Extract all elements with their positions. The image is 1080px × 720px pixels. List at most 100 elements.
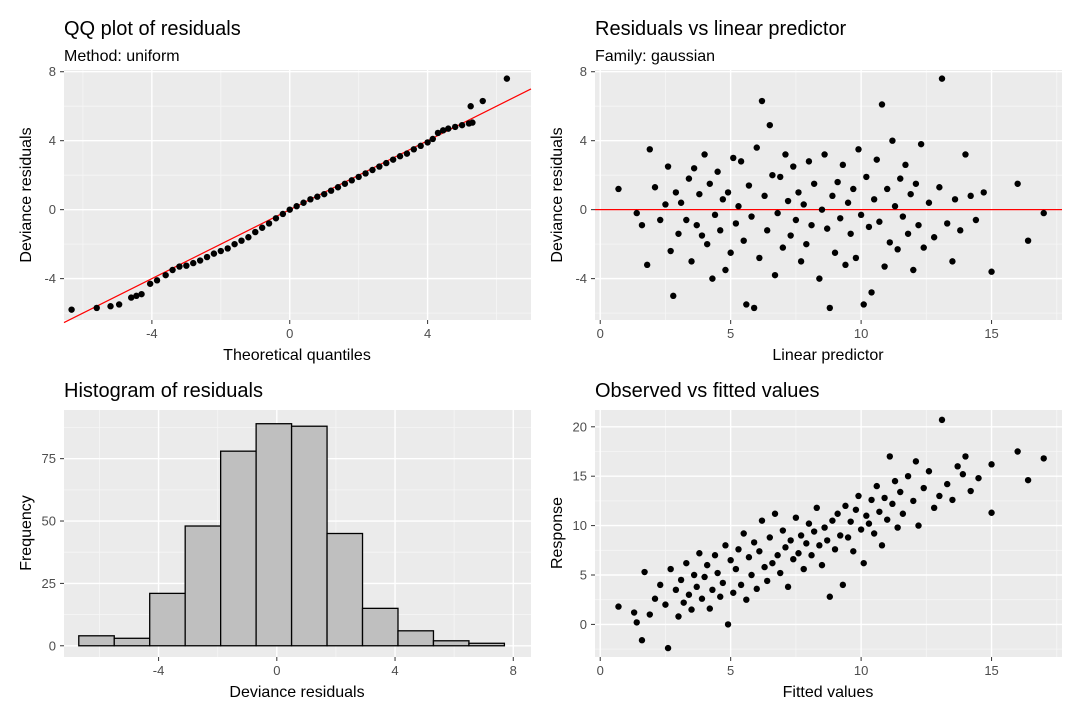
data-point [944,220,951,227]
data-point [183,262,190,269]
data-point [797,258,805,265]
data-point [743,301,750,308]
data-point [852,506,860,513]
data-point [834,178,841,186]
data-point [662,201,669,208]
data-point [936,184,943,191]
data-point [162,271,169,279]
data-point [912,180,920,187]
data-point [735,203,742,210]
data-point [792,216,800,224]
data-point [664,644,672,652]
data-point [868,289,875,296]
data-point [615,185,622,193]
data-point [753,585,760,593]
qq-plot-x-ticks: -4 0 4 [146,320,431,341]
residuals-vs-lp-y-ticks: -4 0 4 8 [575,64,595,286]
y-tick-label: 8 [49,64,56,79]
data-point [698,595,706,602]
data-point [884,185,891,193]
data-point [68,306,75,313]
data-point [709,586,716,594]
data-point [1024,237,1032,244]
data-point [203,253,211,261]
data-point [938,416,946,424]
data-point [657,216,664,224]
data-point [643,261,651,269]
data-point [860,559,867,567]
data-point [680,599,687,606]
data-point [831,249,839,256]
data-point [138,290,145,298]
data-point [894,246,901,253]
data-point [826,593,834,600]
data-point [855,492,862,500]
data-point [717,227,724,234]
data-point [889,137,896,144]
data-point [424,139,431,146]
data-point [810,180,818,187]
histogram-bar [184,525,222,647]
data-point [962,453,969,460]
data-point [293,203,300,210]
residuals-vs-lp-subtitle: Family: gaussian [595,48,715,65]
data-point [722,542,729,549]
data-point [698,232,706,239]
data-point [696,190,703,198]
x-tick-label: 15 [984,663,998,678]
data-point [667,565,674,573]
histogram-bar [255,423,293,647]
data-point [245,234,252,241]
histogram-bar [290,425,328,647]
data-point [727,556,734,564]
histogram-bar [149,592,186,647]
data-point [279,210,287,218]
qq-plot-y-ticks: -4 0 4 8 [44,64,64,286]
data-point [719,579,727,587]
data-point [925,468,933,475]
residuals-vs-lp-y-axis-title: Deviance residuals [549,127,566,262]
data-point [396,153,404,160]
data-point [839,161,847,169]
data-point [1014,448,1021,455]
data-point [683,559,690,567]
y-tick-label: 8 [580,64,587,79]
data-point [949,258,956,265]
data-point [724,189,732,196]
data-point [980,189,987,196]
data-point [128,294,135,301]
data-point [769,559,776,567]
data-point [693,221,700,229]
y-tick-label: 0 [580,202,587,217]
data-point [714,569,721,577]
data-point [369,166,376,174]
data-point [93,304,100,312]
data-point [709,275,716,282]
data-point [717,593,724,600]
x-tick-label: 0 [286,326,293,341]
data-point [823,225,831,232]
data-point [855,146,862,153]
data-point [957,227,964,234]
data-point [782,151,789,158]
data-point [756,254,763,262]
data-point [904,472,912,480]
histogram-x-axis-title: Deviance residuals [229,684,364,701]
data-point [886,239,894,246]
y-tick-label: 20 [573,419,587,434]
data-point [988,509,995,516]
x-tick-label: 10 [854,326,868,341]
data-point [910,266,917,274]
data-point [341,180,349,187]
data-point [434,129,442,137]
data-point [745,554,753,561]
data-point [821,151,828,158]
histogram-bar [220,450,257,647]
residuals-vs-linear-predictor-panel: Residuals vs linear predictor Family: ga… [549,18,1062,364]
data-point [224,245,231,252]
histogram-panel: Histogram of residuals -4 0 4 8 0 25 50 75 Dev… [18,380,531,701]
data-point [750,539,758,546]
data-point [646,146,653,153]
data-point [727,249,734,256]
data-point [951,196,959,203]
